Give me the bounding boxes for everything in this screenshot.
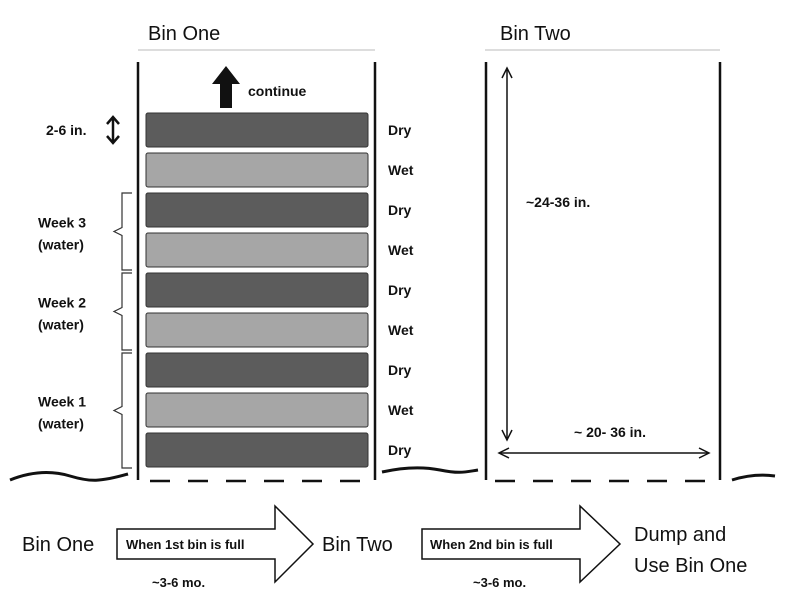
flow-step-bin-one: Bin One (22, 534, 94, 556)
ground-line-middle (381, 466, 479, 474)
flow-arrow-1-label: When 1st bin is full (126, 537, 244, 552)
layer-thickness-label: 2-6 in. (46, 122, 86, 138)
ground-line-right (731, 473, 776, 482)
week-water-label: (water) (38, 416, 84, 432)
layer-dry (145, 272, 369, 308)
layer-dry (145, 112, 369, 148)
flow-arrow-2-label: When 2nd bin is full (430, 537, 553, 552)
bin-two-height-label: ~24-36 in. (526, 194, 590, 210)
week-water-label: (water) (38, 237, 84, 253)
flow-arrow-1-time: ~3-6 mo. (152, 575, 205, 590)
bin-two-width-label: ~ 20- 36 in. (574, 424, 646, 440)
layer-label-wet: Wet (388, 402, 414, 418)
layer-label-wet: Wet (388, 322, 414, 338)
bin-two-title: Bin Two (500, 23, 571, 45)
week-label: Week 3 (38, 215, 86, 231)
layer-wet (145, 312, 369, 348)
flow-arrow-2-time: ~3-6 mo. (473, 575, 526, 590)
layer-wet (145, 152, 369, 188)
double-arrow-icon (106, 115, 120, 145)
height-dimension-arrow-icon (501, 66, 513, 442)
layer-label-wet: Wet (388, 242, 414, 258)
layer-label-dry: Dry (388, 122, 412, 138)
layer-wet (145, 392, 369, 428)
continue-arrow-icon (212, 66, 240, 108)
layer-dry (145, 352, 369, 388)
week-bracket (112, 192, 132, 271)
layer-label-dry: Dry (388, 202, 412, 218)
layer-label-wet: Wet (388, 162, 414, 178)
week-label: Week 2 (38, 295, 86, 311)
layer-label-dry: Dry (388, 442, 412, 458)
week-label: Week 1 (38, 394, 86, 410)
layer-label-dry: Dry (388, 282, 412, 298)
flow-step-dump-line-2: Use Bin One (634, 555, 747, 577)
week-brackets: Week 3 (water) Week 2 (water) Week 1 (water) (38, 192, 132, 469)
layer-wet (145, 232, 369, 268)
continue-label: continue (248, 83, 307, 99)
layer-dry (145, 192, 369, 228)
flow-arrow-2 (421, 504, 622, 584)
flow-arrow-1 (116, 504, 315, 584)
bin-one-layers (145, 112, 369, 468)
layer-label-dry: Dry (388, 362, 412, 378)
week-bracket (112, 272, 132, 351)
week-bracket (112, 352, 132, 469)
bin-one-layer-labels: Dry Wet Dry Wet Dry Wet Dry Wet Dry (388, 122, 414, 458)
ground-line-left (9, 471, 129, 482)
layer-dry (145, 432, 369, 468)
flow-step-bin-two: Bin Two (322, 534, 393, 556)
week-water-label: (water) (38, 317, 84, 333)
width-dimension-arrow-icon (497, 447, 711, 459)
flow-step-dump-line-1: Dump and (634, 524, 726, 546)
bin-one-title: Bin One (148, 23, 220, 45)
